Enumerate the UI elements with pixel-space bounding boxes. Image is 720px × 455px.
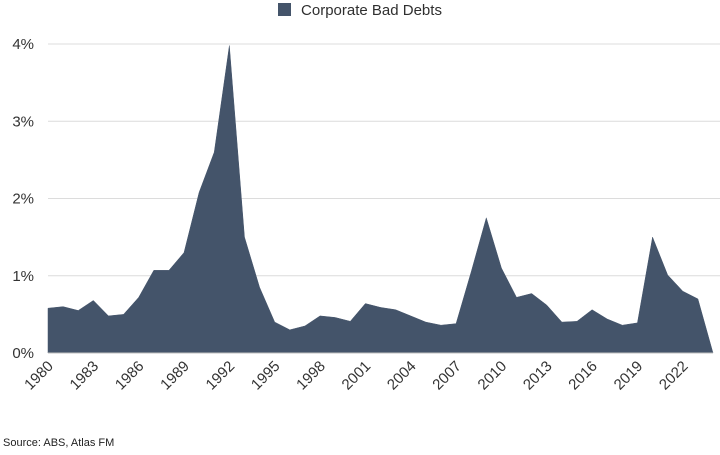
source-note: Source: ABS, Atlas FM xyxy=(3,437,115,449)
y-tick-label: 2% xyxy=(12,191,34,208)
x-tick-label: 2001 xyxy=(339,358,375,394)
x-tick-label: 1998 xyxy=(293,358,329,394)
x-tick-label: 1986 xyxy=(112,358,148,394)
y-tick-label: 1% xyxy=(12,268,34,285)
legend-label: Corporate Bad Debts xyxy=(301,2,442,19)
chart-legend: Corporate Bad Debts xyxy=(0,2,720,19)
x-tick-label: 2013 xyxy=(520,358,556,394)
legend-swatch xyxy=(278,3,292,16)
x-tick-label: 2019 xyxy=(611,358,647,394)
y-tick-label: 3% xyxy=(12,113,34,130)
x-tick-label: 2010 xyxy=(475,358,511,394)
x-tick-label: 1992 xyxy=(203,358,239,394)
x-tick-label: 2022 xyxy=(656,358,692,394)
x-tick-label: 2004 xyxy=(384,358,420,394)
x-tick-label: 1995 xyxy=(248,358,284,394)
x-tick-label: 1980 xyxy=(21,358,57,394)
x-tick-label: 2007 xyxy=(429,358,465,394)
x-tick-label: 1983 xyxy=(67,358,103,394)
x-tick-label: 2016 xyxy=(565,358,601,394)
x-tick-label: 1989 xyxy=(157,358,193,394)
y-tick-label: 0% xyxy=(12,345,34,362)
series-area xyxy=(47,45,714,354)
y-tick-label: 4% xyxy=(12,36,34,53)
